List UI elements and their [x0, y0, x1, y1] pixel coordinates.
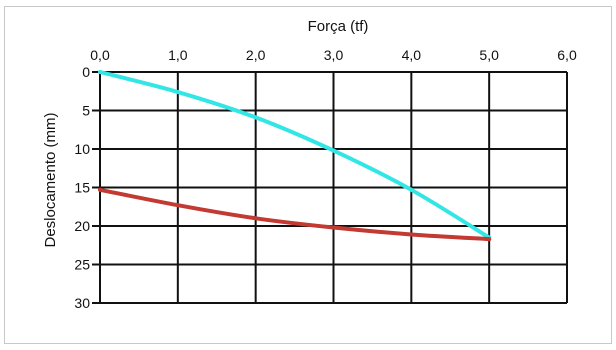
y-tick-label: 10 [74, 141, 90, 157]
series-2-point [98, 187, 102, 192]
series-1-point [253, 115, 258, 120]
series-2-point [253, 216, 258, 221]
series-1-point [175, 90, 180, 95]
x-tick-label: 3,0 [324, 47, 344, 63]
y-tick-label: 15 [74, 180, 90, 196]
series-layer [98, 70, 492, 242]
series-2-point [409, 232, 414, 237]
tick-labels: 0,0 1,0 2,0 3,0 4,0 5,0 6,0 0 5 10 15 20 25 30 [74, 47, 577, 311]
y-tick-label: 30 [74, 295, 90, 311]
series-line-2 [98, 187, 492, 242]
y-tick-label: 0 [82, 64, 90, 80]
series-1-point [98, 70, 102, 74]
y-tick-label: 25 [74, 257, 90, 273]
x-tick-label: 1,0 [168, 47, 188, 63]
x-tick-label: 6,0 [557, 47, 577, 63]
x-axis-title: Força (tf) [308, 18, 369, 35]
series-2-point [331, 225, 336, 230]
series-2-point [487, 237, 492, 242]
x-tick-label: 0,0 [90, 47, 110, 63]
y-axis-title: Deslocamento (mm) [42, 112, 59, 247]
x-tick-label: 4,0 [402, 47, 422, 63]
grid [92, 71, 568, 304]
x-tick-label: 5,0 [479, 47, 499, 63]
series-2-point [175, 203, 180, 208]
y-tick-label: 5 [82, 103, 90, 119]
series-1-point [409, 187, 414, 192]
x-tick-label: 2,0 [246, 47, 266, 63]
series-1-point [331, 148, 336, 153]
y-tick-label: 20 [74, 218, 90, 234]
chart-frame [4, 6, 612, 344]
series-line-1 [98, 70, 492, 240]
